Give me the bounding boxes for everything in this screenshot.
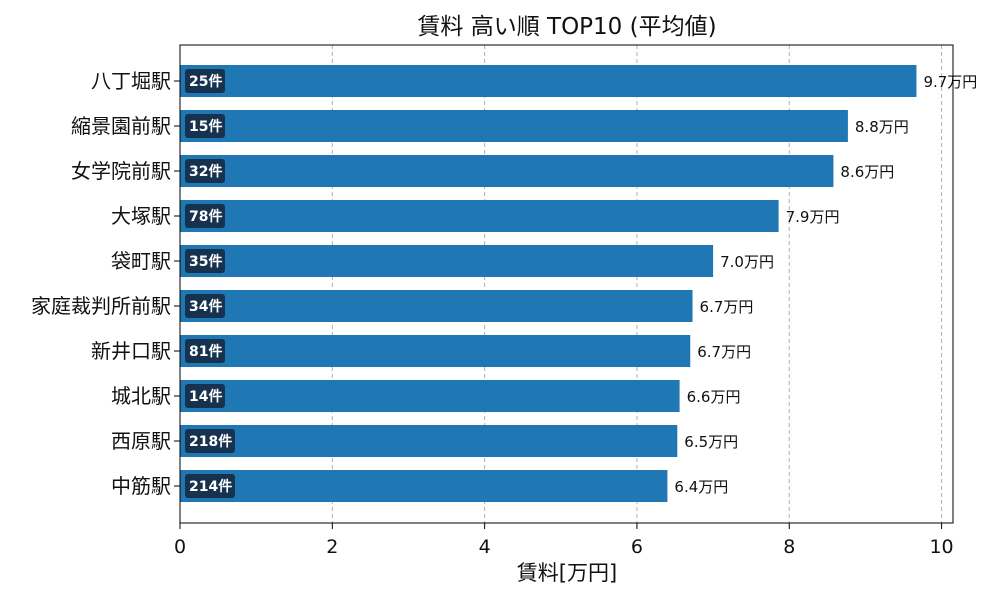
x-tick-labels: 0 2 4 6 8 10 xyxy=(174,523,954,558)
count-badge xyxy=(185,339,225,363)
value-label: 6.7万円 xyxy=(697,343,751,361)
count-label: 25件 xyxy=(189,73,222,90)
count-label: 14件 xyxy=(189,388,222,405)
bar xyxy=(180,200,779,232)
count-badge xyxy=(185,114,225,138)
x-tick-label: 2 xyxy=(326,536,338,558)
y-tick-label: 縮景園前駅 xyxy=(71,114,171,138)
bar xyxy=(180,425,678,457)
count-label: 81件 xyxy=(189,343,222,360)
count-label: 35件 xyxy=(189,253,222,270)
count-label: 34件 xyxy=(189,298,222,315)
plot-frame xyxy=(179,44,954,524)
bar xyxy=(180,335,691,367)
bar xyxy=(180,245,714,277)
value-label: 8.8万円 xyxy=(855,118,909,136)
count-badge xyxy=(185,384,225,408)
count-badge xyxy=(185,429,235,453)
count-label: 214件 xyxy=(189,478,232,495)
y-tick-label: 大塚駅 xyxy=(111,204,171,228)
value-label: 9.7万円 xyxy=(923,73,977,91)
count-badge xyxy=(185,249,225,273)
y-tick-label: 中筋駅 xyxy=(111,474,171,498)
x-tick-label: 4 xyxy=(479,536,491,558)
count-label: 78件 xyxy=(189,208,222,225)
chart-title: 賃料 高い順 TOP10 (平均値) xyxy=(417,14,716,40)
y-tick-label: 西原駅 xyxy=(111,429,171,453)
count-badge xyxy=(185,294,225,318)
bars-group: 9.7万円 25件 8.8万円 15件 8.6万円 32件 7.9万円 78件 7.0万円 35件… xyxy=(180,65,977,502)
count-label: 32件 xyxy=(189,163,222,180)
bar xyxy=(180,110,848,142)
value-label: 6.6万円 xyxy=(687,388,741,406)
y-tick-label: 八丁堀駅 xyxy=(91,69,171,93)
count-badge xyxy=(185,204,225,228)
count-badge xyxy=(185,159,225,183)
value-label: 7.0万円 xyxy=(720,253,774,271)
value-label: 8.6万円 xyxy=(840,163,894,181)
value-label: 6.4万円 xyxy=(674,478,728,496)
count-badge xyxy=(185,474,235,498)
count-label: 15件 xyxy=(189,118,222,135)
y-tick-label: 袋町駅 xyxy=(111,249,171,273)
bar xyxy=(180,290,693,322)
value-label: 6.5万円 xyxy=(684,433,738,451)
y-tick-label: 城北駅 xyxy=(111,384,171,408)
value-label: 6.7万円 xyxy=(700,298,754,316)
x-tick-label: 10 xyxy=(929,536,953,558)
count-label: 218件 xyxy=(189,433,232,450)
bar xyxy=(180,380,680,412)
y-tick-label: 女学院前駅 xyxy=(71,159,171,183)
y-tick-label: 家庭裁判所前駅 xyxy=(31,294,171,318)
x-axis-label: 賃料[万円] xyxy=(517,561,617,585)
y-tick-label: 新井口駅 xyxy=(91,339,171,363)
bar xyxy=(180,65,917,97)
x-tick-label: 6 xyxy=(631,536,643,558)
count-badge xyxy=(185,69,225,93)
x-tick-label: 0 xyxy=(174,536,186,558)
x-tick-label: 8 xyxy=(783,536,795,558)
bar xyxy=(180,470,668,502)
value-label: 7.9万円 xyxy=(786,208,840,226)
bar xyxy=(180,155,834,187)
